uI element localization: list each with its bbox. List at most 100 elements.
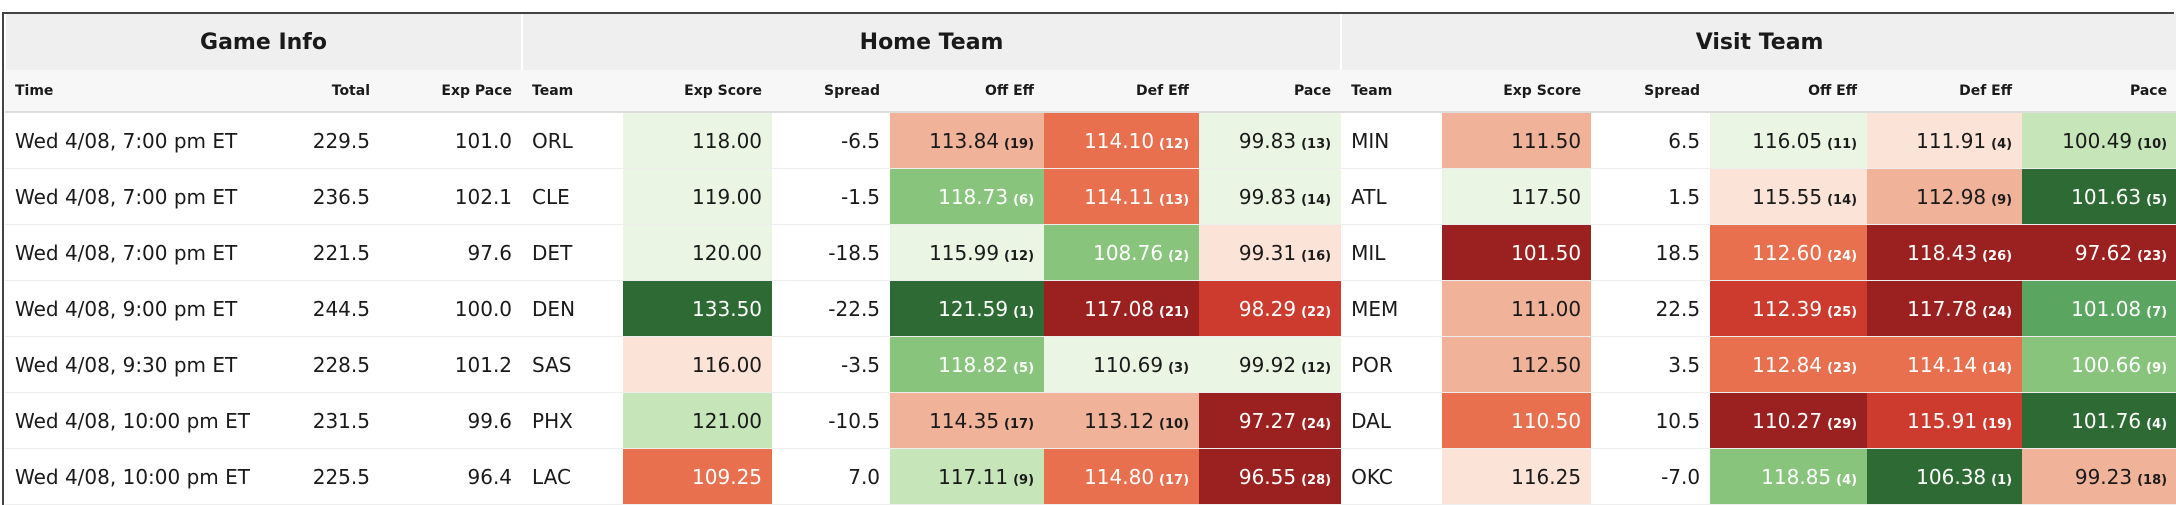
cell: LAC xyxy=(522,448,624,505)
rank: (17) xyxy=(1004,416,1035,432)
heat-cell: 113.12 (10) xyxy=(1044,392,1200,449)
cell: SAS xyxy=(522,336,624,393)
rank: (28) xyxy=(1301,472,1332,488)
cell-value: 101.08 xyxy=(2071,296,2142,321)
column-header: Pace xyxy=(1199,70,1342,113)
rank: (4) xyxy=(1991,136,2013,152)
heat-cell: 116.05 (11) xyxy=(1710,112,1868,169)
cell-value: 112.84 xyxy=(1752,352,1823,377)
heat-cell: 110.27 (29) xyxy=(1710,392,1868,449)
group-header: Visit Team xyxy=(1340,14,2176,70)
rank: (1) xyxy=(1013,304,1035,320)
cell-value: 116.05 xyxy=(1752,128,1823,153)
rank: (14) xyxy=(1982,360,2013,376)
heat-cell: 110.69 (3) xyxy=(1044,336,1200,393)
cell: 225.5 xyxy=(290,448,380,505)
table-row: Wed 4/08, 7:00 pm ET 221.5 97.6 DET 120.00 -1… xyxy=(5,224,2176,281)
cell: 1.5 xyxy=(1591,168,1711,225)
cell: 236.5 xyxy=(290,168,380,225)
column-header: Exp Score xyxy=(1442,70,1592,113)
heat-cell: 99.83 (14) xyxy=(1199,168,1342,225)
heat-cell: 118.73 (6) xyxy=(890,168,1045,225)
table-row: Wed 4/08, 10:00 pm ET 231.5 99.6 PHX 121.00-… xyxy=(5,392,2176,449)
rank: (12) xyxy=(1301,360,1332,376)
cell: MIL xyxy=(1341,224,1443,281)
heat-cell: 101.76 (4) xyxy=(2022,392,2176,449)
cell-value: 111.00 xyxy=(1511,296,1582,321)
cell: 22.5 xyxy=(1591,280,1711,337)
rank: (23) xyxy=(1827,360,1858,376)
cell-value: 110.27 xyxy=(1752,408,1823,433)
heat-cell: 97.27 (24) xyxy=(1199,392,1342,449)
rank: (5) xyxy=(1013,360,1035,376)
cell: ATL xyxy=(1341,168,1443,225)
cell-value: 111.91 xyxy=(1916,128,1987,153)
cell-value: 114.10 xyxy=(1084,128,1155,153)
cell-value: 115.55 xyxy=(1752,184,1823,209)
heat-cell: 116.00 xyxy=(623,336,773,393)
heat-cell: 115.99 (12) xyxy=(890,224,1045,281)
rank: (5) xyxy=(2146,192,2168,208)
heat-cell: 114.10 (12) xyxy=(1044,112,1200,169)
cell: 101.0 xyxy=(380,112,523,169)
heat-cell: 112.39 (25) xyxy=(1710,280,1868,337)
cell: 97.6 xyxy=(380,224,523,281)
cell: -22.5 xyxy=(772,280,891,337)
heat-cell: 111.00 xyxy=(1442,280,1592,337)
table-row: Wed 4/08, 10:00 pm ET 225.5 96.4 LAC 109.25 7… xyxy=(5,448,2176,505)
rank: (11) xyxy=(1827,136,1858,152)
heat-cell: 97.62 (23) xyxy=(2022,224,2176,281)
heat-cell: 117.11 (9) xyxy=(890,448,1045,505)
heat-cell: 116.25 xyxy=(1442,448,1592,505)
cell-value: 120.00 xyxy=(692,240,763,265)
cell: ORL xyxy=(522,112,624,169)
column-header: Total xyxy=(290,70,380,113)
cell: Wed 4/08, 7:00 pm ET xyxy=(5,224,290,281)
table-row: Wed 4/08, 9:00 pm ET 244.5 100.0 DEN 133.50-… xyxy=(5,280,2176,337)
table-row: Wed 4/08, 7:00 pm ET 236.5 102.1 CLE 119.00-… xyxy=(5,168,2176,225)
cell: MEM xyxy=(1341,280,1443,337)
cell: 102.1 xyxy=(380,168,523,225)
heat-cell: 99.31 (16) xyxy=(1199,224,1342,281)
rank: (24) xyxy=(1301,416,1332,432)
heat-cell: 111.50 xyxy=(1442,112,1592,169)
cell: Wed 4/08, 10:00 pm ET xyxy=(5,448,290,505)
heat-cell: 112.60 (24) xyxy=(1710,224,1868,281)
rank: (13) xyxy=(1301,136,1332,152)
cell: 229.5 xyxy=(290,112,380,169)
rank: (29) xyxy=(1827,416,1858,432)
cell-value: 113.84 xyxy=(929,128,1000,153)
cell: -6.5 xyxy=(772,112,891,169)
rank: (14) xyxy=(1301,192,1332,208)
cell-value: 118.85 xyxy=(1761,464,1832,489)
cell-value: 111.50 xyxy=(1511,128,1582,153)
cell: PHX xyxy=(522,392,624,449)
cell-value: 114.11 xyxy=(1084,184,1155,209)
heat-cell: 118.82 (5) xyxy=(890,336,1045,393)
heat-cell: 114.14 (14) xyxy=(1867,336,2023,393)
heat-cell: 120.00 xyxy=(623,224,773,281)
cell-value: 106.38 xyxy=(1916,464,1987,489)
heat-cell: 100.66 (9) xyxy=(2022,336,2176,393)
rank: (16) xyxy=(1301,248,1332,264)
heat-cell: 117.50 xyxy=(1442,168,1592,225)
cell-value: 101.63 xyxy=(2071,184,2142,209)
cell: DAL xyxy=(1341,392,1443,449)
cell-value: 114.35 xyxy=(929,408,1000,433)
heat-cell: 114.11 (13) xyxy=(1044,168,1200,225)
cell-value: 99.83 xyxy=(1238,184,1297,209)
heat-cell: 101.63 (5) xyxy=(2022,168,2176,225)
cell: 7.0 xyxy=(772,448,891,505)
cell-value: 115.91 xyxy=(1907,408,1978,433)
table-container: Game Info Home Team Visit Team Time Total Ex… xyxy=(2,12,2176,505)
rank: (23) xyxy=(2137,248,2168,264)
heat-cell: 99.23 (18) xyxy=(2022,448,2176,505)
cell: -3.5 xyxy=(772,336,891,393)
column-header: Team xyxy=(522,70,624,113)
rank: (26) xyxy=(1982,248,2013,264)
rank: (7) xyxy=(2146,304,2168,320)
cell-value: 118.00 xyxy=(692,128,763,153)
column-header: Pace xyxy=(2022,70,2176,113)
cell: MIN xyxy=(1341,112,1443,169)
